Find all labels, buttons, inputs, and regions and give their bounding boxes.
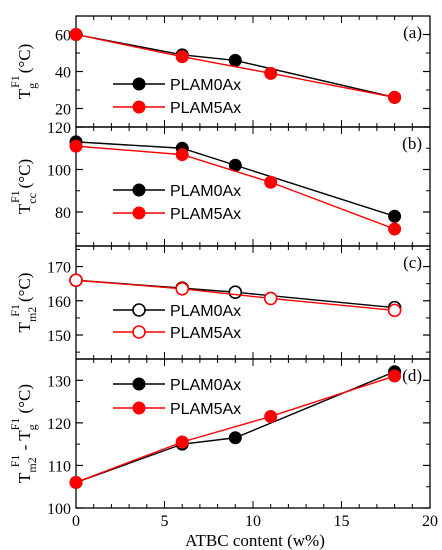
y-tick-label: 40 [55, 65, 71, 82]
legend-marker [132, 401, 146, 415]
series-line-PLAM0Ax [75, 371, 395, 484]
series-line-PLAM0Ax [75, 33, 395, 99]
y-tick-label: 20 [55, 102, 71, 119]
data-point-PLAM0Ax [228, 431, 242, 445]
x-tick-label: 20 [422, 513, 438, 530]
panel-a: 20 40 60 (a) TgF1(°C) PLAM0Ax PLAM5Ax [8, 15, 431, 128]
legend-marker [132, 325, 146, 339]
panel-label: (a) [403, 23, 422, 42]
x-tick-label: 5 [161, 513, 169, 530]
y-tick-label: 130 [47, 373, 71, 390]
panel-d: 100 110 120 130 0 5 10 15 20 ATBC content (w%) (d)… [8, 358, 438, 550]
y-tick-label: 60 [55, 28, 71, 45]
data-point-PLAM5Ax [69, 273, 83, 288]
y-axis-label: TgF1(°C) [8, 44, 39, 100]
y-tick-label: 100 [47, 501, 71, 518]
legend-marker [132, 206, 146, 220]
y-tick-label: 100 [47, 163, 71, 180]
y-axis-label: TccF1(°C) [8, 159, 39, 214]
legend-label: PLAM5Ax [170, 206, 241, 223]
legend-label: PLAM0Ax [170, 183, 241, 200]
data-point-PLAM5Ax [69, 28, 83, 41]
panel-label: (c) [403, 253, 422, 272]
y-tick-label: 150 [47, 328, 71, 345]
y-tick-label: 110 [48, 458, 71, 475]
data-point-PLAM5Ax [388, 90, 402, 104]
data-point-PLAM5Ax [175, 50, 189, 64]
data-point-PLAM0Ax [388, 209, 402, 223]
y-axis-label: Tm2F1(°C) [8, 273, 39, 333]
y-tick-label: 120 [47, 120, 71, 137]
legend-marker [132, 100, 146, 114]
series-line-PLAM5Ax [75, 33, 395, 99]
data-point-PLAM5Ax [388, 369, 402, 383]
data-point-PLAM5Ax [388, 222, 402, 236]
panel-b: 80 100 120 (b) TccF1(°C) PLAM0Ax PLAM5Ax [8, 120, 431, 247]
data-point-PLAM5Ax [263, 291, 278, 306]
x-tick-label: 10 [245, 513, 261, 530]
x-axis-label: ATBC content (w%) [185, 531, 325, 550]
legend-marker [132, 303, 146, 317]
x-tick-label: 0 [72, 513, 80, 530]
legend-label: PLAM0Ax [170, 377, 241, 394]
series-line-PLAM0Ax [75, 141, 395, 217]
y-tick-label: 80 [55, 205, 71, 222]
legend-marker [132, 183, 146, 197]
legend-label: PLAM5Ax [170, 401, 241, 418]
data-point-PLAM0Ax [228, 285, 243, 300]
legend-label: PLAM5Ax [170, 325, 241, 342]
panel-label: (d) [402, 366, 422, 385]
data-point-PLAM0Ax [228, 53, 242, 67]
y-tick-label: 170 [47, 260, 71, 277]
plot-frame [75, 245, 431, 360]
x-tick-label: 15 [334, 513, 350, 530]
y-axis-label: Tm2F1 - TgF1 (°C) [8, 384, 39, 483]
legend-marker [132, 377, 146, 391]
data-point-PLAM5Ax [175, 282, 189, 296]
data-point-PLAM5Ax [69, 139, 83, 153]
legend-marker [132, 77, 146, 91]
data-point-PLAM5Ax [175, 435, 189, 449]
panel-c: 150 160 170 (c) Tm2F1(°C) PLAM0Ax PLAM5Ax [8, 245, 431, 360]
data-point-PLAM5Ax [264, 175, 278, 189]
series-line-PLAM5Ax [75, 145, 395, 230]
legend-label: PLAM5Ax [170, 100, 241, 117]
legend-label: PLAM0Ax [170, 303, 241, 320]
series-line-PLAM5Ax [75, 375, 395, 484]
data-point-PLAM5Ax [387, 303, 402, 318]
legend-label: PLAM0Ax [170, 77, 241, 94]
panel-label: (b) [402, 134, 422, 153]
data-point-PLAM5Ax [264, 66, 278, 80]
y-tick-label: 160 [47, 294, 71, 311]
y-tick-label: 120 [47, 416, 71, 433]
series-line-PLAM5Ax [75, 279, 395, 312]
data-point-PLAM5Ax [69, 475, 83, 489]
plot-frame [75, 15, 431, 128]
data-point-PLAM5Ax [175, 148, 189, 162]
data-point-PLAM5Ax [264, 409, 278, 423]
